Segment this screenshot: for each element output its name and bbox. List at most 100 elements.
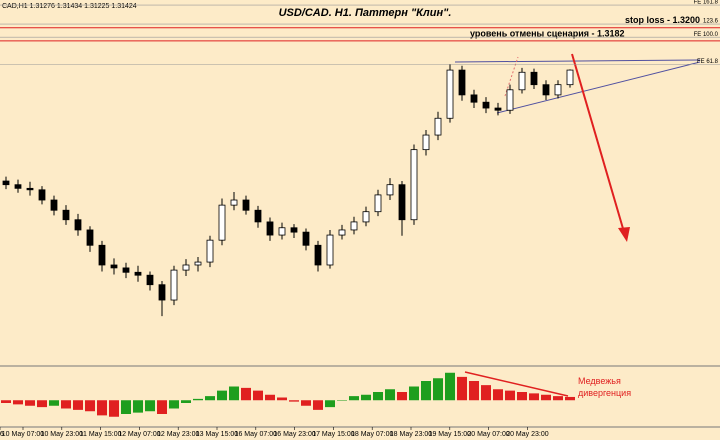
candle-body [350, 221, 358, 231]
x-tick-label: 13 May 15:00 [196, 431, 239, 438]
x-tick-label: 12 May 07:00 [118, 431, 161, 438]
oscillator-bar [553, 396, 563, 401]
oscillator-bar [73, 400, 83, 410]
oscillator-bar [517, 392, 527, 401]
candle-body [482, 101, 490, 109]
candle-body [98, 244, 106, 266]
oscillator-bar [193, 398, 203, 401]
x-tick-label: 16 May 07:00 [235, 431, 278, 438]
candle-body [374, 194, 382, 213]
fe-label: FE 161.8 [694, 0, 719, 6]
candle-body [182, 264, 190, 271]
candle-body [278, 227, 286, 236]
fe-label: FE 100.0 [694, 32, 719, 38]
candle-body [422, 134, 430, 151]
oscillator-bar [313, 400, 323, 410]
candle-body [470, 94, 478, 103]
candle-body [170, 269, 178, 301]
candle-body [506, 89, 514, 111]
oscillator-bar [397, 392, 407, 401]
wedge-line [454, 59, 701, 63]
candle-body [122, 267, 130, 273]
oscillator-bar [325, 400, 335, 408]
candle-body [362, 211, 370, 223]
oscillator-bar [289, 400, 299, 402]
forecast-arrow [571, 53, 625, 233]
x-tick-label: 10 May 07:00 [2, 431, 45, 438]
oscillator-bar [157, 400, 167, 414]
candle-body [74, 219, 82, 231]
candle-body [458, 69, 466, 96]
candle-body [566, 69, 574, 86]
oscillator-bar [337, 400, 347, 401]
candle-body [410, 149, 418, 221]
x-tick-label: 18 May 23:00 [390, 431, 433, 438]
oscillator-bar [469, 381, 479, 401]
oscillator-bar [445, 372, 455, 401]
oscillator-bar [25, 400, 35, 406]
candle-body [26, 187, 34, 191]
wedge-line [496, 61, 701, 114]
oscillator-bar [265, 394, 275, 401]
oscillator-bar [253, 390, 263, 401]
candle-body [434, 117, 442, 136]
candle-body [386, 184, 394, 196]
candle-body [326, 234, 334, 266]
candle-body [398, 184, 406, 221]
candle-body [530, 71, 538, 86]
oscillator-bar [241, 387, 251, 401]
oscillator-bar [493, 389, 503, 401]
x-tick-label: 20 May 23:00 [506, 431, 549, 438]
candle-body [554, 84, 562, 96]
arrow-head [618, 227, 630, 242]
oscillator-bar [421, 381, 431, 401]
oscillator-bar [505, 390, 515, 401]
candle-body [146, 274, 154, 286]
oscillator-bar [349, 396, 359, 401]
x-tick-label: 12 May 23:00 [157, 431, 200, 438]
oscillator-bar [37, 400, 47, 408]
oscillator-bar [85, 400, 95, 412]
oscillator-bar [277, 397, 287, 401]
candle-body [14, 184, 22, 189]
candle-body [158, 284, 166, 301]
level-label: stop loss - 1.3200 [625, 15, 700, 25]
oscillator-bar [169, 400, 179, 409]
candle-body [218, 204, 226, 241]
divergence-line [464, 371, 569, 397]
oscillator-bar [217, 390, 227, 401]
candle-body [134, 271, 142, 276]
candle-body [494, 107, 502, 111]
oscillator-bar [49, 400, 59, 406]
oscillator-bar [181, 400, 191, 403]
x-tick-label: 19 May 15:00 [429, 431, 472, 438]
x-tick-label: 18 May 07:00 [351, 431, 394, 438]
candle-body [338, 229, 346, 236]
candle-body [50, 199, 58, 211]
candle-body [206, 239, 214, 263]
oscillator-bar [121, 400, 131, 414]
oscillator-bar [205, 396, 215, 401]
annotation: Медвежья дивергенция [578, 376, 632, 398]
candle-body [110, 264, 118, 269]
oscillator-bar [433, 378, 443, 401]
oscillator-bar [385, 389, 395, 401]
oscillator-bar [61, 400, 71, 409]
x-tick-label: 16 May 23:00 [273, 431, 316, 438]
x-tick-label: 11 May 15:00 [80, 431, 122, 438]
oscillator-bar [97, 400, 107, 416]
level-label: уровень отмены сценария - 1.3182 [470, 28, 625, 38]
x-tick-label: 10 May 23:00 [41, 431, 84, 438]
candle-body [254, 209, 262, 223]
oscillator-bar [361, 394, 371, 401]
candle-body [314, 244, 322, 266]
x-tick-label: 17 May 15:00 [312, 431, 355, 438]
oscillator-bar [229, 386, 239, 401]
oscillator-bar [529, 393, 539, 401]
oscillator-bar [457, 376, 467, 401]
candle-body [2, 180, 10, 186]
oscillator-bar [301, 400, 311, 406]
header: CAD,H1 1.31276 1.31434 1.31225 1.31424 [2, 3, 137, 10]
